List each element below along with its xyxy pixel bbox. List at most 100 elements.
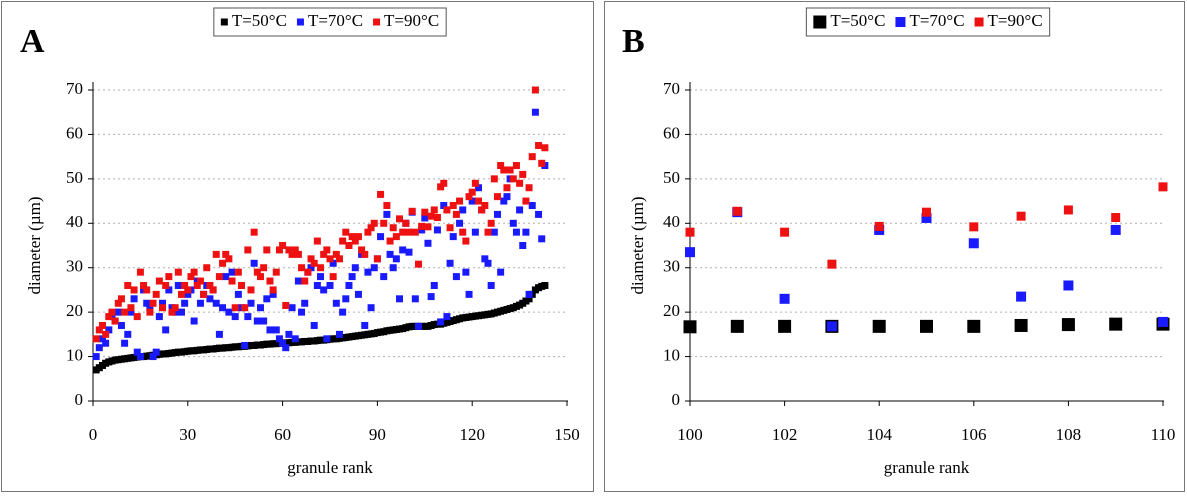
- marker: [225, 255, 233, 263]
- marker: [256, 273, 264, 281]
- marker: [146, 304, 154, 312]
- y-tick-label: 20: [66, 301, 83, 320]
- marker: [222, 250, 230, 258]
- marker: [386, 250, 394, 258]
- marker: [329, 273, 337, 281]
- panel-label: A: [20, 23, 45, 60]
- marker: [212, 299, 220, 307]
- marker: [105, 326, 113, 334]
- marker: [440, 202, 448, 210]
- marker: [358, 246, 366, 254]
- marker: [291, 335, 299, 343]
- marker: [481, 202, 489, 210]
- marker: [440, 179, 448, 187]
- marker: [779, 293, 790, 304]
- marker: [279, 339, 287, 347]
- marker: [177, 308, 185, 316]
- marker: [383, 210, 391, 218]
- marker: [92, 353, 100, 361]
- marker: [465, 290, 473, 298]
- marker: [196, 277, 204, 285]
- marker: [282, 344, 290, 352]
- marker: [685, 247, 695, 258]
- marker: [493, 193, 501, 201]
- marker: [155, 313, 163, 321]
- marker: [329, 259, 337, 267]
- marker: [339, 308, 347, 316]
- marker: [187, 273, 195, 281]
- marker: [1158, 316, 1168, 327]
- legend-swatch: [813, 15, 827, 29]
- marker: [266, 326, 274, 334]
- legend-label: T=50°C: [232, 11, 287, 30]
- marker: [730, 319, 744, 333]
- x-tick-label: 150: [554, 425, 580, 444]
- marker: [443, 206, 451, 214]
- y-axis-label: diameter (µm): [628, 196, 647, 294]
- marker: [253, 268, 261, 276]
- x-tick-label: 0: [89, 425, 98, 444]
- legend: T=50°C T=70°C T=90°C: [805, 7, 1051, 37]
- marker: [288, 304, 296, 312]
- marker: [361, 250, 369, 258]
- marker: [370, 264, 378, 272]
- marker: [263, 246, 271, 254]
- marker: [298, 264, 306, 272]
- marker: [313, 281, 321, 289]
- marker: [108, 308, 116, 316]
- marker: [253, 317, 261, 325]
- marker: [133, 313, 141, 321]
- marker: [285, 330, 293, 338]
- marker: [298, 308, 306, 316]
- marker: [500, 166, 508, 174]
- marker: [219, 304, 227, 312]
- marker: [127, 304, 135, 312]
- marker: [282, 301, 290, 309]
- legend-label: T=50°C: [830, 11, 885, 30]
- marker: [231, 304, 239, 312]
- marker: [367, 304, 375, 312]
- marker: [184, 286, 192, 294]
- marker: [250, 228, 258, 236]
- y-axis-label: diameter (µm): [25, 196, 44, 294]
- marker: [380, 273, 388, 281]
- marker: [117, 321, 125, 329]
- marker: [269, 290, 277, 298]
- marker: [263, 295, 271, 303]
- panel-frame: [604, 1, 1185, 492]
- marker: [339, 237, 347, 245]
- marker: [380, 219, 388, 227]
- marker: [219, 259, 227, 267]
- marker: [212, 250, 220, 258]
- marker: [685, 227, 695, 237]
- marker: [114, 299, 122, 307]
- marker: [827, 259, 837, 269]
- marker: [386, 237, 394, 245]
- y-tick-label: 60: [66, 123, 83, 142]
- x-tick-label: 60: [274, 425, 291, 444]
- marker: [490, 175, 498, 183]
- marker: [361, 321, 369, 329]
- marker: [427, 293, 435, 301]
- marker: [272, 326, 280, 334]
- marker: [468, 197, 476, 205]
- marker: [294, 250, 302, 258]
- marker: [279, 242, 287, 249]
- marker: [102, 339, 110, 347]
- marker: [430, 206, 438, 214]
- marker: [181, 281, 189, 289]
- marker: [377, 190, 385, 198]
- marker: [320, 286, 328, 294]
- marker: [541, 144, 549, 152]
- marker: [307, 264, 315, 272]
- marker: [231, 313, 239, 321]
- legend-box: [213, 7, 447, 37]
- marker: [538, 159, 546, 167]
- marker: [133, 348, 141, 356]
- marker: [174, 268, 182, 276]
- marker: [256, 304, 264, 312]
- marker: [525, 184, 533, 192]
- marker: [405, 248, 413, 256]
- y-tick-label: 70: [663, 79, 680, 98]
- marker: [146, 308, 154, 316]
